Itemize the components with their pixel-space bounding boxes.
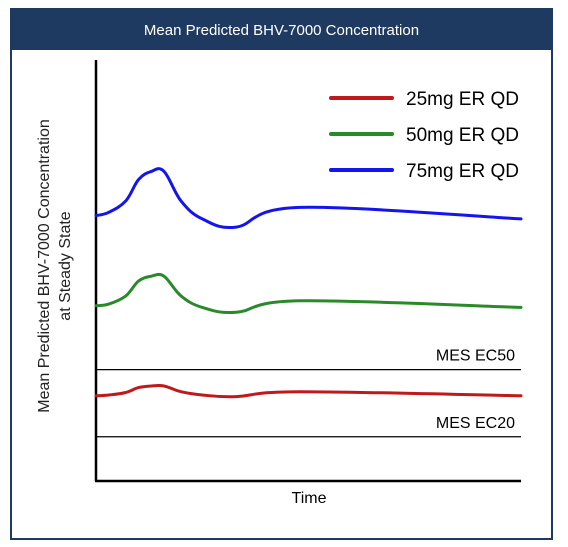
series-lines xyxy=(94,167,523,399)
chart-title-bar: Mean Predicted BHV-7000 Concentration xyxy=(12,10,551,50)
y-axis-label-line2: at Steady State xyxy=(57,211,74,321)
x-axis-label: Time xyxy=(292,490,327,507)
legend-label-2: 50mg ER QD xyxy=(406,125,519,146)
series-line-1 xyxy=(94,383,523,399)
chart-title: Mean Predicted BHV-7000 Concentration xyxy=(143,21,420,39)
y-axis-label-line1: Mean Predicted BHV-7000 Concentration xyxy=(36,119,53,413)
reference-line-label-2: MES EC20 xyxy=(436,415,515,432)
reference-lines: MES EC50 MES EC20 xyxy=(96,348,521,438)
legend-label-3: 75mg ER QD xyxy=(406,161,519,182)
series-line-3 xyxy=(94,167,523,230)
legend-label-1: 25mg ER QD xyxy=(406,89,519,110)
reference-line-label-1: MES EC50 xyxy=(436,348,515,365)
chart-frame: Mean Predicted BHV-7000 Concentration xyxy=(10,8,553,540)
series-line-2 xyxy=(94,272,523,315)
legend: 25mg ER QD 50mg ER QD 75mg ER QD xyxy=(329,89,519,182)
